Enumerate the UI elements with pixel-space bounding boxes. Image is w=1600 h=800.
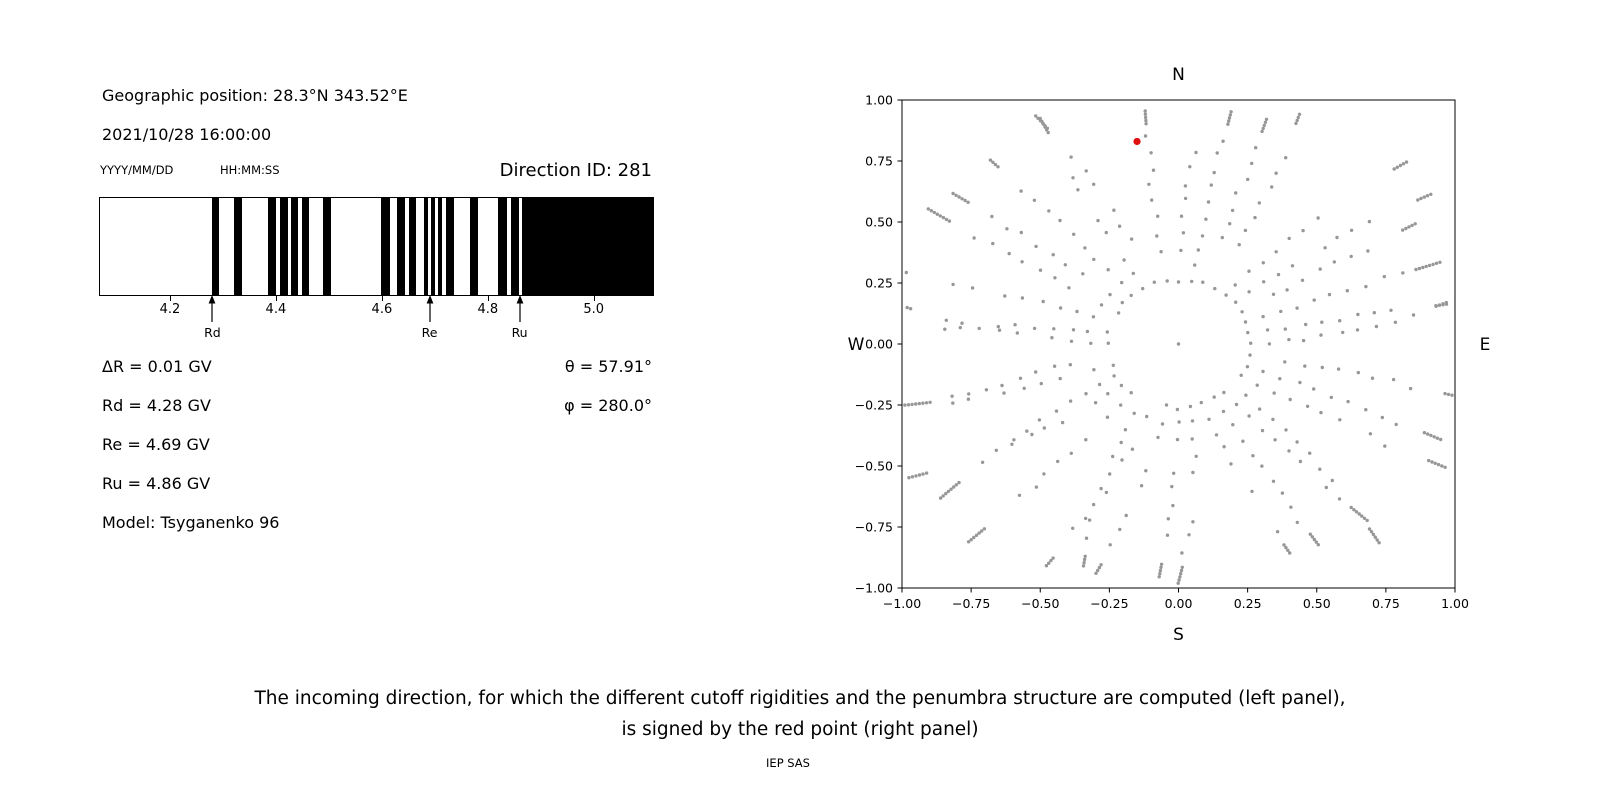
x-tick-label: 0.25 [1234, 596, 1262, 611]
penumbra-x-tick-label: 4.2 [159, 302, 181, 317]
direction-scatter-plot: −1.00 −0.75 −0.50 −0.25 0.00 0.25 0.50 0.75 1.00… [848, 65, 1491, 645]
penumbra-band [280, 198, 288, 295]
penumbra-band [323, 198, 331, 295]
x-tick-label: −0.50 [1021, 596, 1059, 611]
x-tick-label: 0.50 [1303, 596, 1331, 611]
penumbra-band [445, 198, 454, 295]
penumbra-band [498, 198, 507, 295]
penumbra-band [290, 198, 299, 295]
penumbra-x-tick [593, 296, 595, 301]
penumbra-band [437, 198, 442, 295]
penumbra-band [511, 198, 519, 295]
y-tick-label: −0.75 [855, 519, 893, 534]
re-value: Re = 4.69 GV [102, 435, 210, 454]
label-north: N [1172, 65, 1185, 85]
penumbra-band [380, 198, 390, 295]
marker-label-rd: Rd [204, 325, 221, 340]
penumbra-x-tick-label: 4.4 [265, 302, 287, 317]
penumbra-x-tick [487, 296, 489, 301]
caption-line1: The incoming direction, for which the di… [254, 688, 1346, 709]
penumbra-x-tick-label: 4.8 [477, 302, 499, 317]
penumbra-band [423, 198, 428, 295]
delta-r-value: ΔR = 0.01 GV [102, 357, 212, 376]
rd-value: Rd = 4.28 GV [102, 396, 211, 415]
penumbra-band [301, 198, 309, 295]
ru-value: Ru = 4.86 GV [102, 474, 211, 493]
x-tick-label: −0.25 [1090, 596, 1128, 611]
direction-id: Direction ID: 281 [499, 160, 652, 181]
y-tick-label: 0.50 [865, 214, 893, 229]
date-format-label: YYYY/MM/DD [100, 163, 174, 177]
caption-line2: is signed by the red point (right panel) [621, 719, 979, 740]
penumbra-x-tick [170, 296, 171, 301]
y-tick-label: 0.75 [865, 153, 893, 168]
marker-arrow-rd [208, 295, 216, 322]
marker-label-re: Re [421, 325, 438, 340]
marker-arrow-ru [516, 295, 523, 322]
datetime-value: 2021/10/28 16:00:00 [102, 125, 272, 144]
penumbra-x-tick [381, 296, 383, 301]
y-tick-label: 0.00 [865, 336, 893, 351]
marker-label-ru: Ru [511, 325, 528, 340]
x-tick-label: 0.75 [1372, 596, 1400, 611]
penumbra-plot [99, 197, 654, 296]
asymptotic-dots [903, 109, 1454, 585]
x-tick-label: 1.00 [1441, 596, 1469, 611]
red-direction-point [1133, 137, 1141, 146]
y-tick-label: 0.25 [865, 275, 893, 290]
penumbra-x-tick-label: 5.0 [583, 302, 605, 317]
geographic-position: Geographic position: 28.3°N 343.52°E [102, 86, 408, 105]
penumbra-band [267, 198, 276, 295]
x-tick-label: 0.00 [1165, 596, 1193, 611]
model-name: Model: Tsyganenko 96 [102, 513, 280, 532]
y-tick-label: 1.00 [865, 92, 893, 107]
penumbra-x-tick [275, 296, 277, 301]
penumbra-band [396, 198, 406, 295]
x-tick-label: −0.75 [952, 596, 990, 611]
penumbra-band [431, 198, 435, 295]
penumbra-band [521, 198, 653, 295]
penumbra-x-tick-label: 4.6 [371, 302, 393, 317]
label-south: S [1173, 625, 1184, 645]
penumbra-band [234, 198, 242, 295]
penumbra-band [408, 198, 416, 295]
theta-value: θ = 57.91° [564, 357, 652, 376]
credit-text: IEP SAS [766, 756, 810, 770]
label-east: E [1480, 335, 1491, 355]
penumbra-band [469, 198, 478, 295]
penumbra-band [211, 198, 220, 295]
y-tick-label: −1.00 [855, 580, 893, 595]
y-tick-label: −0.25 [855, 397, 893, 412]
y-tick-label: −0.50 [855, 458, 893, 473]
x-tick-label: −1.00 [883, 596, 921, 611]
time-format-label: HH:MM:SS [220, 163, 280, 177]
label-west: W [848, 335, 865, 355]
phi-value: φ = 280.0° [564, 396, 652, 415]
marker-arrow-re [426, 295, 433, 322]
